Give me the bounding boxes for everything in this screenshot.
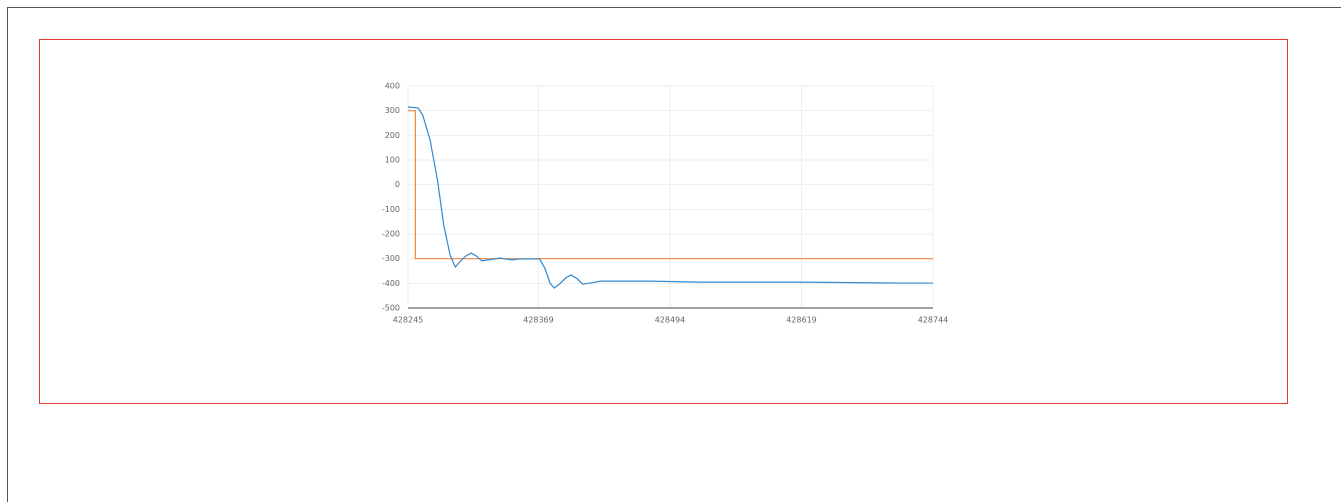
y-tick-label: 300 xyxy=(385,106,400,115)
x-tick-label: 428744 xyxy=(918,316,949,325)
x-tick-label: 428494 xyxy=(655,316,686,325)
series-line xyxy=(408,110,933,260)
y-tick-label: -200 xyxy=(382,230,400,239)
y-tick-label: 200 xyxy=(385,131,400,140)
x-tick-label: 428245 xyxy=(393,316,424,325)
y-tick-label: -500 xyxy=(382,304,400,313)
y-tick-label: 0 xyxy=(395,180,400,189)
chart-container xyxy=(39,39,1288,404)
series-line xyxy=(407,106,933,289)
y-tick-label: -400 xyxy=(382,279,400,288)
y-tick-label: 100 xyxy=(385,156,400,165)
y-tick-label: 400 xyxy=(385,82,400,91)
x-tick-label: 428369 xyxy=(523,316,554,325)
x-tick-label: 428619 xyxy=(786,316,817,325)
y-tick-label: -300 xyxy=(382,254,400,263)
window-frame xyxy=(7,7,1341,502)
y-tick-label: -100 xyxy=(382,205,400,214)
